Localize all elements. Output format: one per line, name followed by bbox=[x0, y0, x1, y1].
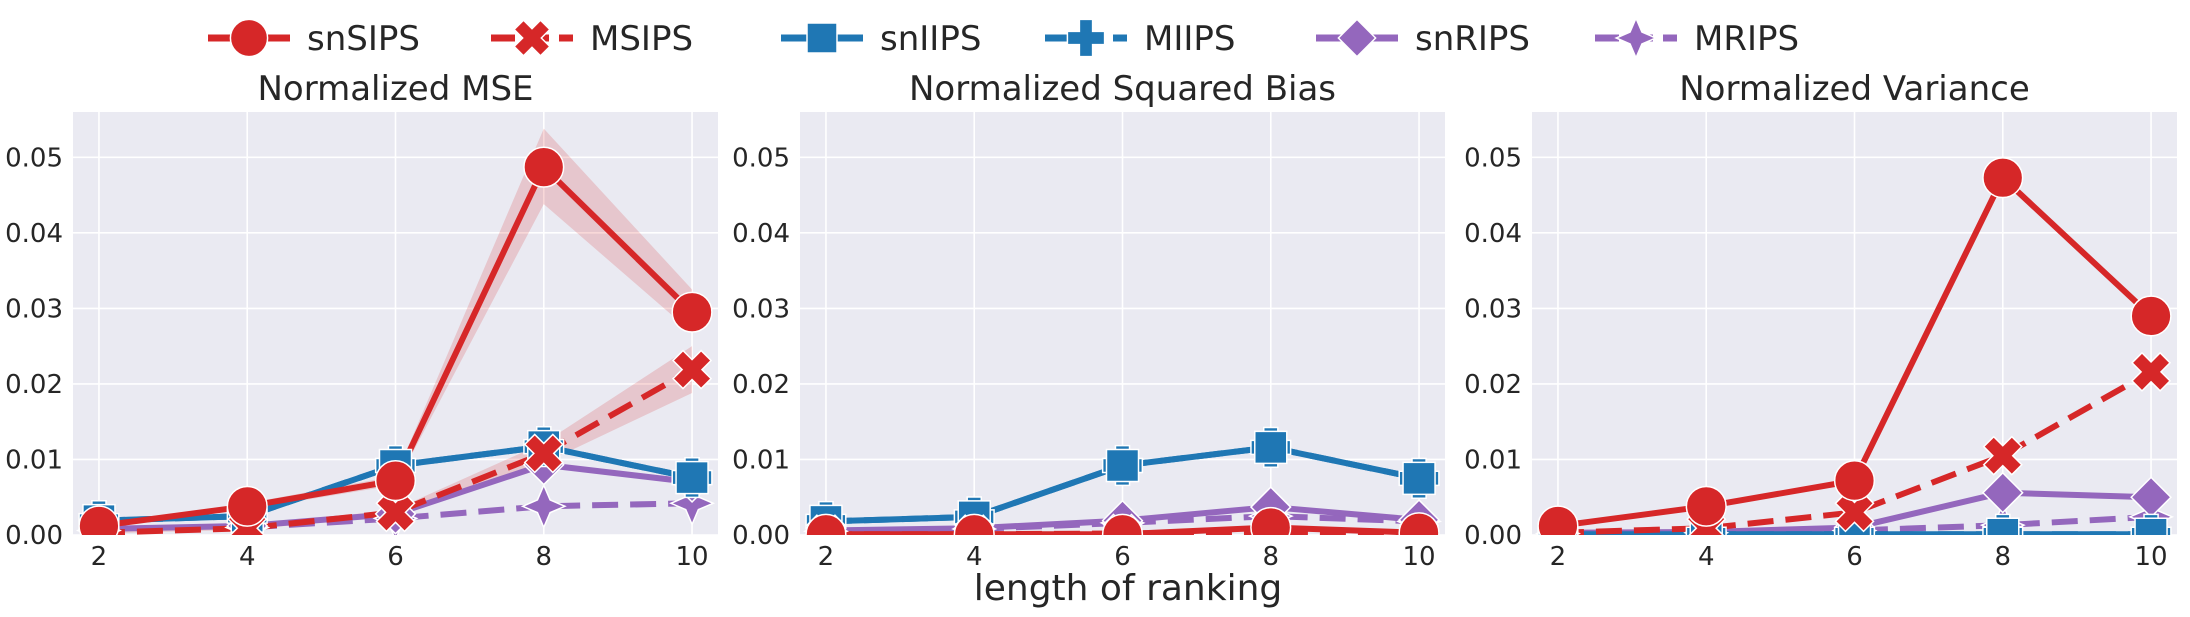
y-tick-label: 0.05 bbox=[5, 143, 63, 173]
series-group bbox=[1534, 157, 2175, 535]
y-tick-label: 0.02 bbox=[1464, 370, 1522, 400]
line-msips bbox=[98, 366, 694, 535]
legend-item-miips: MIIPS bbox=[1045, 18, 1235, 59]
point-snsips bbox=[671, 291, 713, 333]
legend-marker-sniips bbox=[806, 22, 838, 54]
point-snsips bbox=[374, 460, 417, 502]
line-msips bbox=[1557, 369, 2153, 535]
x-tick-label: 4 bbox=[1698, 542, 1715, 572]
y-tick-label: 0.02 bbox=[732, 370, 790, 400]
point-snrips bbox=[1981, 471, 2024, 514]
point-sniips bbox=[1105, 448, 1140, 483]
series-group bbox=[802, 426, 1443, 535]
y-tick-label: 0.01 bbox=[732, 445, 790, 475]
point-sniips bbox=[2134, 517, 2168, 535]
panel-title: Normalized Squared Bias bbox=[909, 69, 1336, 109]
point-msips bbox=[1982, 435, 2023, 476]
point-snsips bbox=[523, 146, 565, 188]
point-sniips bbox=[1254, 430, 1288, 465]
x-tick-label: 8 bbox=[536, 542, 553, 572]
point-snsips bbox=[1101, 513, 1144, 535]
legend-label-miips: MIIPS bbox=[1144, 19, 1235, 59]
legend-marker-mrips bbox=[1614, 16, 1658, 60]
x-tick-label: 4 bbox=[966, 542, 983, 572]
point-sniips bbox=[1986, 517, 2020, 535]
band-msips bbox=[98, 346, 693, 534]
y-tick-label: 0.00 bbox=[732, 521, 790, 551]
point-mrips bbox=[669, 480, 716, 527]
x-tick-label: 10 bbox=[1403, 542, 1436, 572]
point-snsips bbox=[78, 505, 120, 535]
y-tick-label: 0.00 bbox=[5, 521, 63, 551]
point-mrips bbox=[520, 483, 567, 530]
point-sniips bbox=[675, 460, 709, 495]
point-snsips bbox=[1537, 505, 1579, 535]
y-tick-label: 0.01 bbox=[1464, 445, 1522, 475]
point-snsips bbox=[953, 513, 995, 535]
series-group bbox=[75, 128, 716, 535]
panels: 0.00 0.01 0.02 0.03 0.04 0.05 2 4 6 8 10 Normalized… bbox=[5, 69, 2177, 572]
panel-1: 0.00 0.01 0.02 0.03 0.04 0.05 2 4 6 8 10 Normalized… bbox=[5, 69, 718, 572]
legend-marker-snsips bbox=[229, 18, 269, 58]
point-sniips bbox=[1402, 461, 1436, 496]
y-tick-label: 0.03 bbox=[5, 294, 63, 324]
y-tick-label: 0.03 bbox=[732, 294, 790, 324]
y-tick-label: 0.03 bbox=[1464, 294, 1522, 324]
x-tick-label: 6 bbox=[387, 542, 404, 572]
legend-label-sniips: snIIPS bbox=[880, 19, 981, 59]
point-snsips bbox=[1833, 460, 1876, 502]
legend-item-snsips: snSIPS bbox=[208, 18, 420, 59]
x-tick-label: 2 bbox=[1550, 542, 1567, 572]
legend-marker-msips bbox=[513, 19, 551, 57]
point-snsips bbox=[1250, 506, 1292, 535]
legend: snSIPS MSIPS snIIPS MIIPS snRIPS MRIPS bbox=[208, 16, 1799, 60]
point-snsips bbox=[1982, 157, 2024, 199]
y-tick-label: 0.04 bbox=[5, 219, 63, 249]
y-tick-label: 0.04 bbox=[732, 219, 790, 249]
legend-item-snrips: snRIPS bbox=[1316, 18, 1530, 59]
x-tick-label: 8 bbox=[1263, 542, 1280, 572]
legend-label-snsips: snSIPS bbox=[307, 19, 420, 59]
legend-marker-snrips bbox=[1337, 18, 1377, 58]
legend-label-snrips: snRIPS bbox=[1415, 19, 1530, 59]
point-msips bbox=[523, 433, 564, 474]
panel-3: 0.00 0.01 0.02 0.03 0.04 0.05 2 4 6 8 10 Normalized… bbox=[1464, 69, 2177, 572]
point-snsips bbox=[1398, 512, 1440, 535]
panel-2: 0.00 0.01 0.02 0.03 0.04 0.05 2 4 6 8 10 Normalized… bbox=[732, 69, 1445, 572]
point-snsips bbox=[805, 513, 847, 535]
point-snsips bbox=[1685, 485, 1727, 527]
point-msips bbox=[671, 349, 713, 390]
legend-marker-miips bbox=[1066, 18, 1106, 58]
x-tick-label: 10 bbox=[676, 542, 709, 572]
legend-item-msips: MSIPS bbox=[491, 19, 693, 59]
x-tick-label: 6 bbox=[1114, 542, 1131, 572]
x-tick-label: 2 bbox=[818, 542, 835, 572]
panel-title: Normalized MSE bbox=[257, 69, 533, 109]
y-tick-label: 0.05 bbox=[732, 143, 790, 173]
x-tick-label: 2 bbox=[91, 542, 108, 572]
y-tick-label: 0.01 bbox=[5, 445, 63, 475]
point-snsips bbox=[226, 485, 268, 527]
y-tick-label: 0.02 bbox=[5, 370, 63, 400]
panel-title: Normalized Variance bbox=[1679, 69, 2030, 109]
point-snsips bbox=[2130, 295, 2172, 337]
x-tick-label: 4 bbox=[239, 542, 256, 572]
y-tick-label: 0.05 bbox=[1464, 143, 1522, 173]
legend-item-mrips: MRIPS bbox=[1595, 16, 1799, 60]
x-tick-label: 10 bbox=[2135, 542, 2168, 572]
y-tick-label: 0.04 bbox=[1464, 219, 1522, 249]
x-tick-label: 6 bbox=[1846, 542, 1863, 572]
point-msips bbox=[2130, 351, 2172, 392]
x-axis-label: length of ranking bbox=[974, 568, 1283, 609]
legend-label-mrips: MRIPS bbox=[1694, 19, 1799, 59]
x-tick-label: 8 bbox=[1995, 542, 2012, 572]
legend-label-msips: MSIPS bbox=[590, 19, 693, 59]
y-tick-label: 0.00 bbox=[1464, 521, 1522, 551]
legend-item-sniips: snIIPS bbox=[781, 19, 981, 59]
